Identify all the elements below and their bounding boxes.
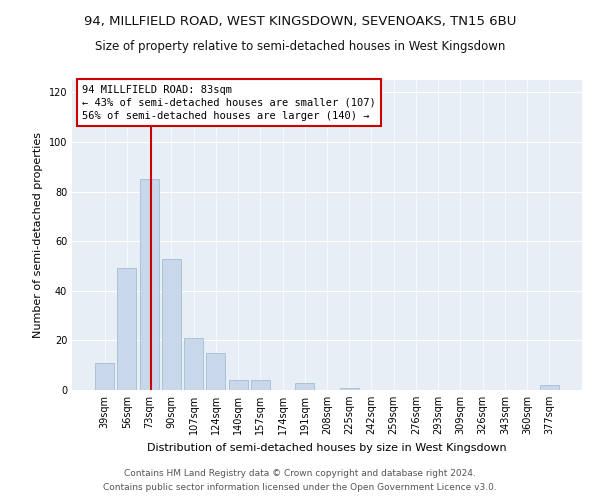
Bar xyxy=(95,362,114,390)
Bar xyxy=(295,382,314,390)
Text: 94, MILLFIELD ROAD, WEST KINGSDOWN, SEVENOAKS, TN15 6BU: 94, MILLFIELD ROAD, WEST KINGSDOWN, SEVE… xyxy=(84,15,516,28)
Bar xyxy=(206,353,225,390)
Bar xyxy=(540,385,559,390)
Bar xyxy=(251,380,270,390)
Bar xyxy=(162,258,181,390)
Y-axis label: Number of semi-detached properties: Number of semi-detached properties xyxy=(33,132,43,338)
Text: Size of property relative to semi-detached houses in West Kingsdown: Size of property relative to semi-detach… xyxy=(95,40,505,53)
X-axis label: Distribution of semi-detached houses by size in West Kingsdown: Distribution of semi-detached houses by … xyxy=(147,442,507,452)
Bar xyxy=(229,380,248,390)
Text: Contains HM Land Registry data © Crown copyright and database right 2024.: Contains HM Land Registry data © Crown c… xyxy=(124,468,476,477)
Text: 94 MILLFIELD ROAD: 83sqm
← 43% of semi-detached houses are smaller (107)
56% of : 94 MILLFIELD ROAD: 83sqm ← 43% of semi-d… xyxy=(82,84,376,121)
Text: Contains public sector information licensed under the Open Government Licence v3: Contains public sector information licen… xyxy=(103,484,497,492)
Bar xyxy=(118,268,136,390)
Bar xyxy=(340,388,359,390)
Bar xyxy=(140,179,158,390)
Bar xyxy=(184,338,203,390)
